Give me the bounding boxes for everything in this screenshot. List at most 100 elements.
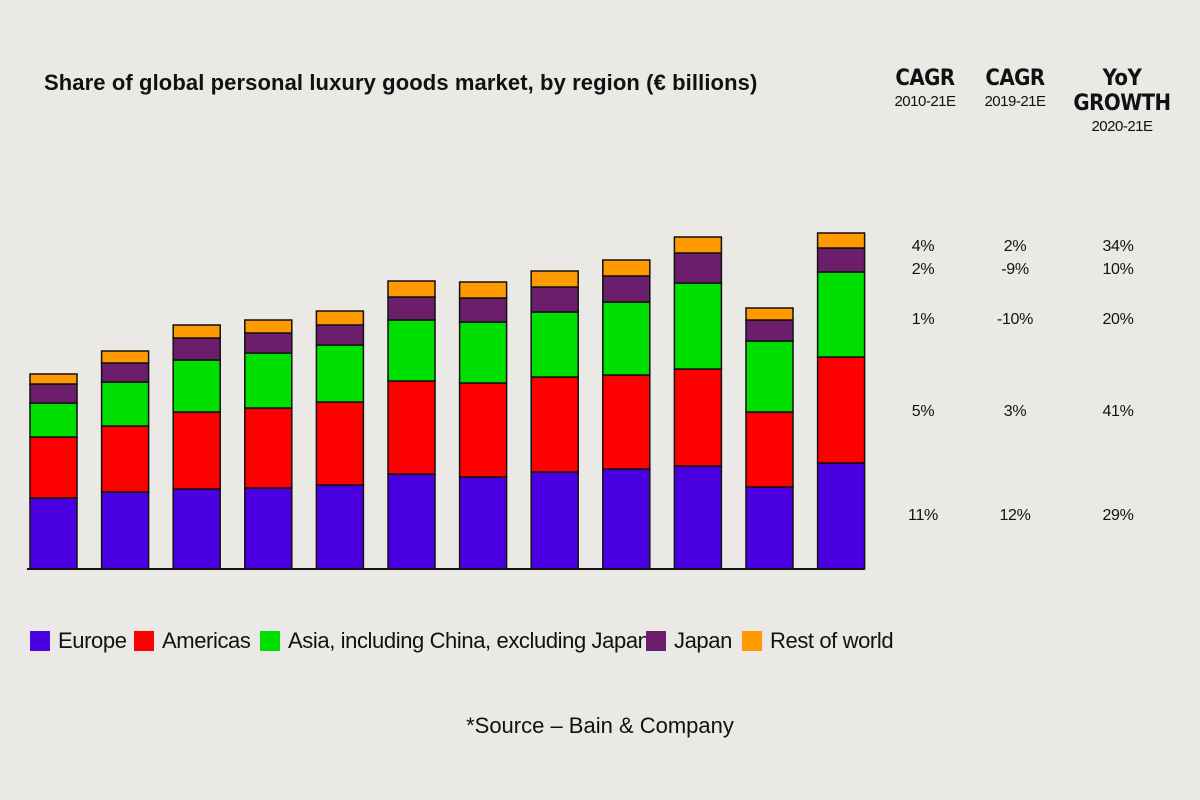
- bar-12-americas: [816, 356, 866, 464]
- bar-6-japan: [387, 296, 436, 321]
- bar-12-rest-of-world: [816, 232, 866, 249]
- bar-10-asia: [673, 282, 723, 370]
- stat-rest-cagr-2010: 4%: [911, 238, 935, 255]
- bar-12-europe: [816, 462, 866, 570]
- bar-7-japan: [458, 297, 508, 323]
- stat-japan-cagr-2010: 2%: [911, 261, 935, 278]
- bar-5-europe: [315, 484, 365, 570]
- bar-7-europe: [458, 476, 508, 570]
- legend-swatch: [260, 631, 280, 651]
- legend-item-japan: Japan: [646, 628, 732, 654]
- legend-item-asia: Asia, including China, excluding Japan: [260, 628, 650, 654]
- header-cagr-2010: CAGR 2010-21E: [860, 66, 990, 110]
- header-subtitle: 2019-21E: [984, 93, 1046, 110]
- bar-8-japan: [530, 286, 579, 313]
- bar-4-americas: [244, 407, 293, 489]
- bar-3-rest-of-world: [172, 324, 221, 339]
- bar-2-rest-of-world: [100, 350, 150, 364]
- header-title: CAGR: [985, 66, 1045, 91]
- bar-2-americas: [100, 425, 150, 493]
- stat-japan-yoy: 10%: [1102, 261, 1134, 278]
- stat-europe-yoy: 29%: [1102, 507, 1134, 524]
- header-title: CAGR: [895, 66, 955, 91]
- bar-7-asia: [458, 321, 508, 384]
- legend-label: Americas: [162, 628, 251, 653]
- bar-10-europe: [673, 465, 723, 570]
- legend-label: Japan: [674, 628, 732, 653]
- chart-title: Share of global personal luxury goods ma…: [44, 70, 758, 95]
- stat-japan-cagr-2019: -9%: [1001, 261, 1029, 278]
- legend-swatch: [134, 631, 154, 651]
- legend-item-americas: Americas: [134, 628, 251, 654]
- bar-1-asia: [29, 402, 78, 438]
- bar-7-rest-of-world: [458, 281, 508, 299]
- bar-11-rest-of-world: [745, 307, 794, 321]
- bar-1-americas: [29, 436, 78, 499]
- header-yoy-growth: YoY GROWTH 2020-21E: [1057, 66, 1187, 135]
- stat-americas-yoy: 41%: [1102, 403, 1134, 420]
- legend-label: Asia, including China, excluding Japan: [288, 628, 650, 653]
- header-subtitle: 2010-21E: [894, 93, 956, 110]
- bar-8-americas: [530, 376, 579, 473]
- bar-7-americas: [458, 382, 508, 478]
- bar-4-asia: [244, 352, 293, 409]
- bar-6-europe: [387, 473, 436, 570]
- bar-3-japan: [172, 337, 221, 361]
- legend-item-europe: Europe: [30, 628, 127, 654]
- header-cagr-2019: CAGR 2019-21E: [950, 66, 1080, 110]
- bar-12-japan: [816, 247, 866, 273]
- bar-11-europe: [745, 486, 794, 570]
- bar-3-europe: [172, 488, 221, 570]
- bar-6-rest-of-world: [387, 280, 436, 298]
- stat-americas-cagr-2019: 3%: [1003, 403, 1027, 420]
- bar-5-rest-of-world: [315, 310, 365, 326]
- bar-11-americas: [745, 411, 794, 488]
- legend-label: Rest of world: [770, 628, 894, 653]
- bar-9-americas: [602, 374, 651, 470]
- bar-10-americas: [673, 368, 723, 467]
- bar-8-europe: [530, 471, 579, 570]
- stat-rest-cagr-2019: 2%: [1003, 238, 1027, 255]
- legend-swatch: [30, 631, 50, 651]
- bar-5-japan: [315, 324, 365, 346]
- bar-6-americas: [387, 380, 436, 475]
- legend-swatch: [646, 631, 666, 651]
- bar-5-americas: [315, 401, 365, 486]
- bar-1-rest-of-world: [29, 373, 78, 385]
- stat-europe-cagr-2019: 12%: [999, 507, 1031, 524]
- bar-2-japan: [100, 362, 150, 383]
- bar-9-rest-of-world: [602, 259, 651, 277]
- header-title: YoY GROWTH: [1073, 66, 1171, 116]
- bar-1-japan: [29, 383, 78, 404]
- source-note: *Source – Bain & Company: [0, 713, 1200, 739]
- bar-3-americas: [172, 411, 221, 490]
- bar-6-asia: [387, 319, 436, 382]
- stat-asia-yoy: 20%: [1102, 311, 1134, 328]
- bar-10-rest-of-world: [673, 236, 723, 254]
- stat-americas-cagr-2010: 5%: [911, 403, 935, 420]
- bar-11-japan: [745, 319, 794, 342]
- stat-asia-cagr-2019: -10%: [996, 311, 1034, 328]
- bar-9-japan: [602, 275, 651, 303]
- bar-12-asia: [816, 271, 866, 358]
- stat-europe-cagr-2010: 11%: [908, 507, 938, 524]
- stat-rest-yoy: 34%: [1102, 238, 1134, 255]
- legend-label: Europe: [58, 628, 127, 653]
- stat-asia-cagr-2010: 1%: [911, 311, 935, 328]
- bar-3-asia: [172, 359, 221, 413]
- header-subtitle: 2020-21E: [1091, 118, 1153, 135]
- bar-2-asia: [100, 381, 150, 427]
- bar-10-japan: [673, 252, 723, 284]
- bar-9-asia: [602, 301, 651, 376]
- bar-8-rest-of-world: [530, 270, 579, 288]
- source-text: *Source – Bain & Company: [466, 713, 734, 738]
- legend-item-rest-of-world: Rest of world: [742, 628, 894, 654]
- bar-9-europe: [602, 468, 651, 570]
- bar-4-rest-of-world: [244, 319, 293, 334]
- bar-11-asia: [745, 340, 794, 413]
- legend-swatch: [742, 631, 762, 651]
- bar-8-asia: [530, 311, 579, 378]
- bar-4-europe: [244, 487, 293, 570]
- bar-1-europe: [29, 497, 78, 570]
